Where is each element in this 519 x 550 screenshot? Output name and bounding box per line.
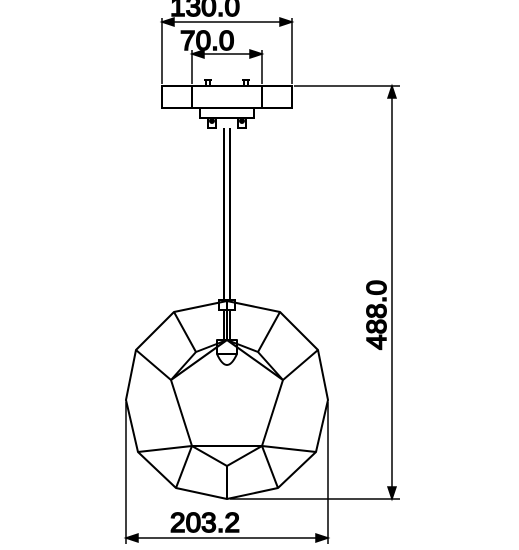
ceiling-canopy [162,80,292,128]
dimension-drawing: 130.0 70.0 488.0 203.2 [0,0,519,550]
pendant-cord [219,128,235,310]
dimension-488: 488.0 [230,86,400,499]
dim-203-label: 203.2 [170,507,240,538]
geometric-shade [126,301,328,499]
dim-70-label: 70.0 [180,25,235,56]
dim-488-label: 488.0 [361,280,392,350]
dim-130-label: 130.0 [170,0,240,22]
dimension-70: 70.0 [180,25,262,84]
